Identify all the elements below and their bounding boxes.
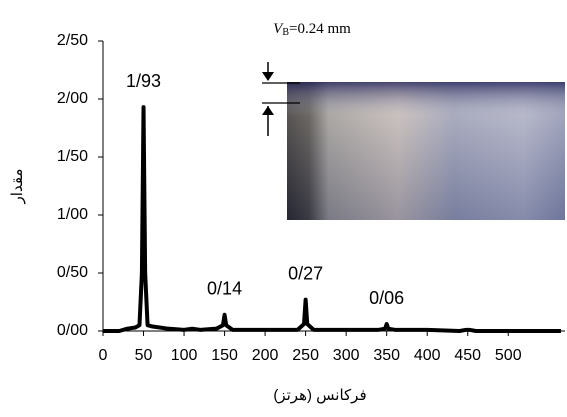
annotation-text: =0.24 mm (289, 21, 351, 37)
annotation-symbol: V (273, 21, 284, 37)
annotation-subscript: B (282, 27, 289, 38)
x-tick-label: 500 (495, 347, 522, 364)
y-tick-label: 2/00 (57, 90, 88, 107)
y-tick-label: 1/50 (57, 148, 88, 165)
x-tick-label: 0 (99, 347, 108, 364)
spectrum-line (103, 105, 561, 333)
x-tick-label: 50 (135, 347, 153, 364)
x-tick-label: 200 (252, 347, 279, 364)
x-axis-title: فرکانس (هرتز) (273, 387, 366, 404)
inset-photo (262, 62, 565, 220)
x-tick-label: 400 (414, 347, 441, 364)
peak-label: 0/27 (288, 263, 323, 283)
x-tick-label: 450 (454, 347, 481, 364)
x-tick-label: 250 (292, 347, 319, 364)
x-tick-label: 100 (171, 347, 198, 364)
y-tick-label: 2/50 (57, 32, 88, 49)
y-tick-label: 0/00 (57, 322, 88, 339)
y-tick-label: 1/00 (57, 206, 88, 223)
x-tick-label: 150 (211, 347, 238, 364)
x-tick-label: 350 (373, 347, 400, 364)
peak-label: 0/14 (207, 279, 242, 299)
peak-label: 0/06 (369, 288, 404, 308)
annotation: VB=0.24 mm (273, 21, 351, 38)
x-tick-label: 300 (333, 347, 360, 364)
y-axis-title: مقدار (9, 169, 26, 205)
y-tick-label: 0/50 (57, 264, 88, 281)
peak-label: 1/93 (126, 71, 161, 91)
